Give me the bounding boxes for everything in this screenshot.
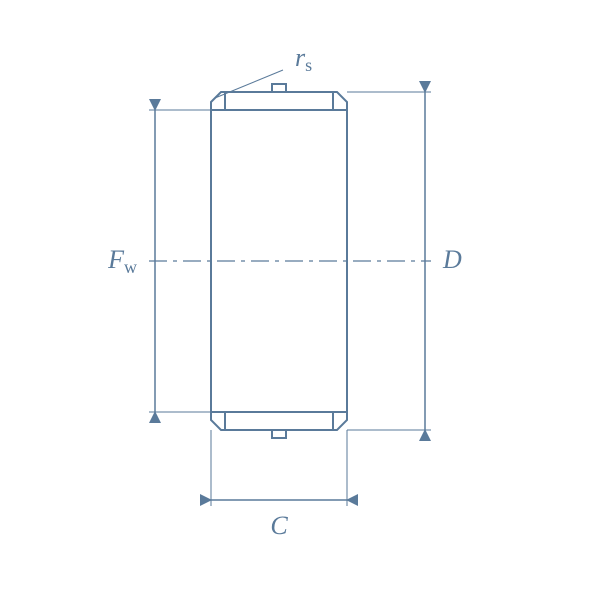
label-rs: rs	[295, 43, 312, 75]
label-fw: Fw	[107, 245, 137, 277]
label-d: D	[442, 245, 462, 274]
top-nub	[272, 84, 286, 92]
bearing-cross-section-diagram: rs Fw D C	[0, 0, 600, 600]
bottom-nub	[272, 430, 286, 438]
label-c: C	[270, 511, 288, 540]
